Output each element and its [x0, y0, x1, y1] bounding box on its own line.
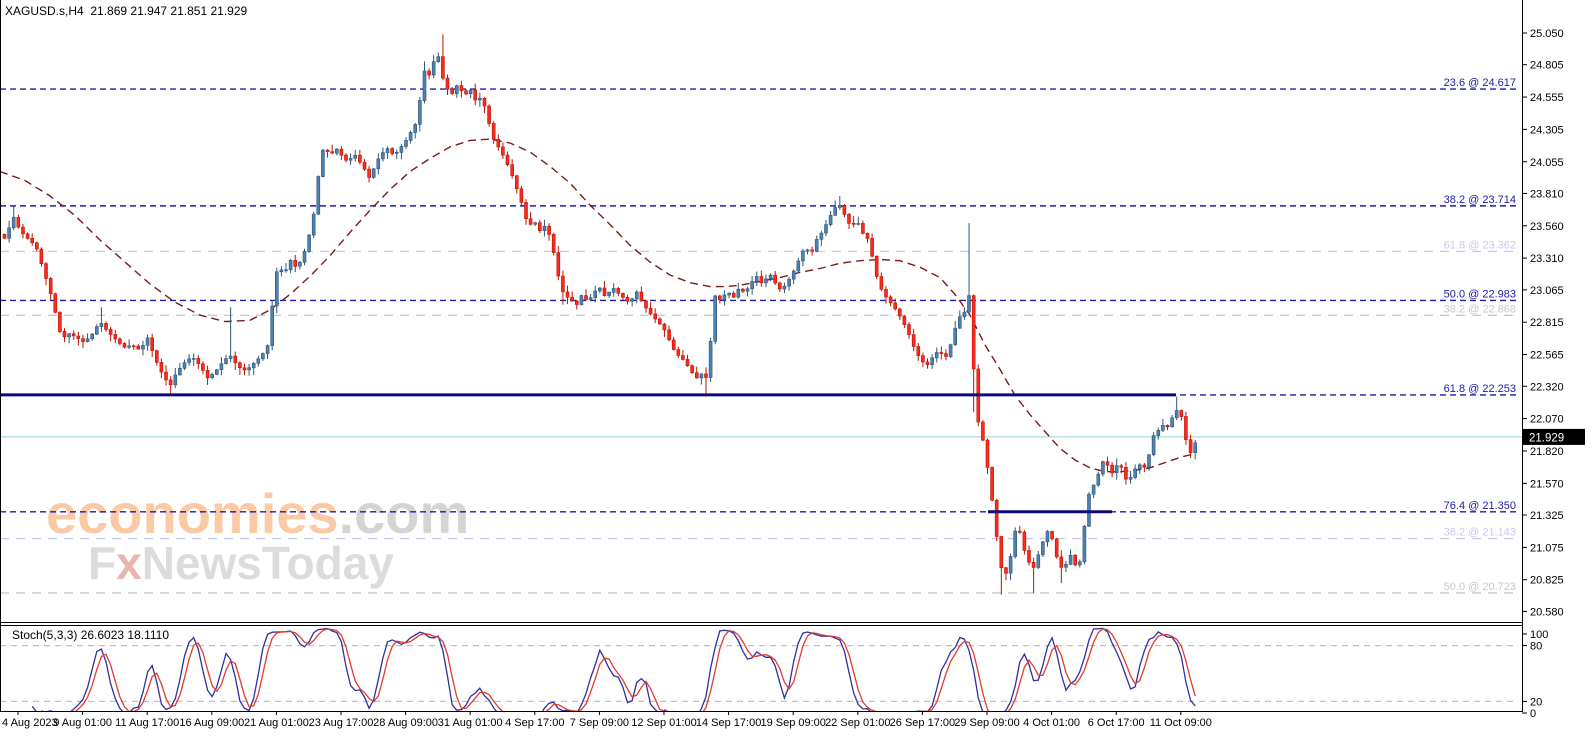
candles-group [2, 34, 1197, 595]
current-price-badge [1523, 428, 1585, 445]
price-tick-label: 25.050 [1530, 28, 1564, 40]
price-tick-label: 23.560 [1530, 221, 1564, 233]
time-tick-label: 22 Sep 01:00 [825, 717, 890, 729]
price-tick-label: 21.570 [1530, 478, 1564, 490]
time-tick-label: 21 Aug 01:00 [244, 717, 309, 729]
time-tick-label: 14 Sep 17:00 [696, 717, 761, 729]
stoch-signal-line [41, 627, 1196, 711]
stoch-main-line [31, 627, 1196, 711]
time-tick-label: 4 Aug 2023 [2, 717, 58, 729]
price-tick-label: 24.055 [1530, 157, 1564, 169]
time-tick-label: 31 Aug 01:00 [438, 717, 503, 729]
watermark-sub-rest: NewsToday [141, 537, 394, 589]
time-tick-label: 4 Sep 17:00 [505, 717, 564, 729]
price-tick-label: 23.065 [1530, 285, 1564, 297]
watermark-brand-name: economies [46, 482, 339, 545]
time-tick-label: 6 Oct 17:00 [1088, 717, 1145, 729]
watermark-subtitle: FxNewsToday [88, 540, 394, 586]
fib-label: 76.4 @ 21.350 [1444, 500, 1516, 512]
price-tick-label: 21.075 [1530, 542, 1564, 554]
price-tick-label: 23.310 [1530, 253, 1564, 265]
time-tick-label: 29 Sep 09:00 [954, 717, 1019, 729]
time-tick-label: 11 Aug 17:00 [115, 717, 179, 729]
watermark-sub-f: F [88, 537, 117, 589]
moving-average-line [0, 138, 1196, 473]
fib-label: 38.2 @ 23.714 [1444, 194, 1516, 206]
time-tick-label: 11 Oct 09:00 [1150, 717, 1212, 729]
watermark-sub-x: x [116, 537, 142, 589]
price-tick-label: 24.805 [1530, 60, 1564, 72]
time-tick-label: 23 Aug 17:00 [309, 717, 374, 729]
fib-label: 50.0 @ 22.983 [1444, 288, 1516, 300]
price-tick-label: 24.305 [1530, 124, 1564, 136]
watermark-brand-suffix: .com [338, 482, 470, 545]
time-tick-label: 7 Sep 09:00 [570, 717, 629, 729]
price-tick-label: 22.565 [1530, 350, 1564, 362]
price-scale[interactable] [1522, 0, 1596, 711]
time-tick-label: 26 Sep 17:00 [890, 717, 955, 729]
stoch-tick-label: 100 [1530, 629, 1548, 641]
price-tick-label: 22.070 [1530, 414, 1564, 426]
stoch-tick-label: 80 [1530, 641, 1542, 653]
time-tick-label: 9 Aug 01:00 [53, 717, 112, 729]
faded-fib-label: 38.2 @ 22.868 [1444, 303, 1516, 315]
time-tick-label: 28 Aug 09:00 [373, 717, 438, 729]
watermark-brand: economies.com [46, 486, 469, 542]
time-axis[interactable] [0, 711, 1522, 743]
faded-fib-label: 50.0 @ 20.723 [1444, 581, 1516, 593]
price-tick-label: 21.325 [1530, 510, 1564, 522]
price-tick-label: 20.580 [1530, 606, 1564, 618]
time-tick-label: 19 Sep 09:00 [760, 717, 825, 729]
faded-fib-label: 61.8 @ 23.362 [1444, 239, 1516, 251]
time-tick-label: 12 Sep 01:00 [631, 717, 696, 729]
price-tick-label: 21.820 [1530, 446, 1564, 458]
stoch-tick-label: 0 [1530, 708, 1536, 720]
fib-label: 61.8 @ 22.253 [1444, 383, 1516, 395]
time-tick-label: 16 Aug 09:00 [179, 717, 244, 729]
symbol-info-line: XAGUSD.s,H4 21.869 21.947 21.851 21.929 [5, 4, 248, 18]
price-tick-label: 22.320 [1530, 381, 1564, 393]
current-price-badge-text: 21.929 [1529, 432, 1564, 444]
faded-fib-label: 38.2 @ 21.143 [1444, 527, 1516, 539]
price-tick-label: 24.555 [1530, 92, 1564, 104]
stoch-tick-label: 20 [1530, 696, 1542, 708]
fib-label: 23.6 @ 24.617 [1444, 77, 1516, 89]
price-tick-label: 20.825 [1530, 575, 1564, 587]
time-tick-label: 4 Oct 01:00 [1023, 717, 1080, 729]
stoch-indicator-label: Stoch(5,3,3) 26.6023 18.1110 [12, 628, 170, 642]
price-tick-label: 23.810 [1530, 188, 1564, 200]
price-tick-label: 22.815 [1530, 317, 1564, 329]
